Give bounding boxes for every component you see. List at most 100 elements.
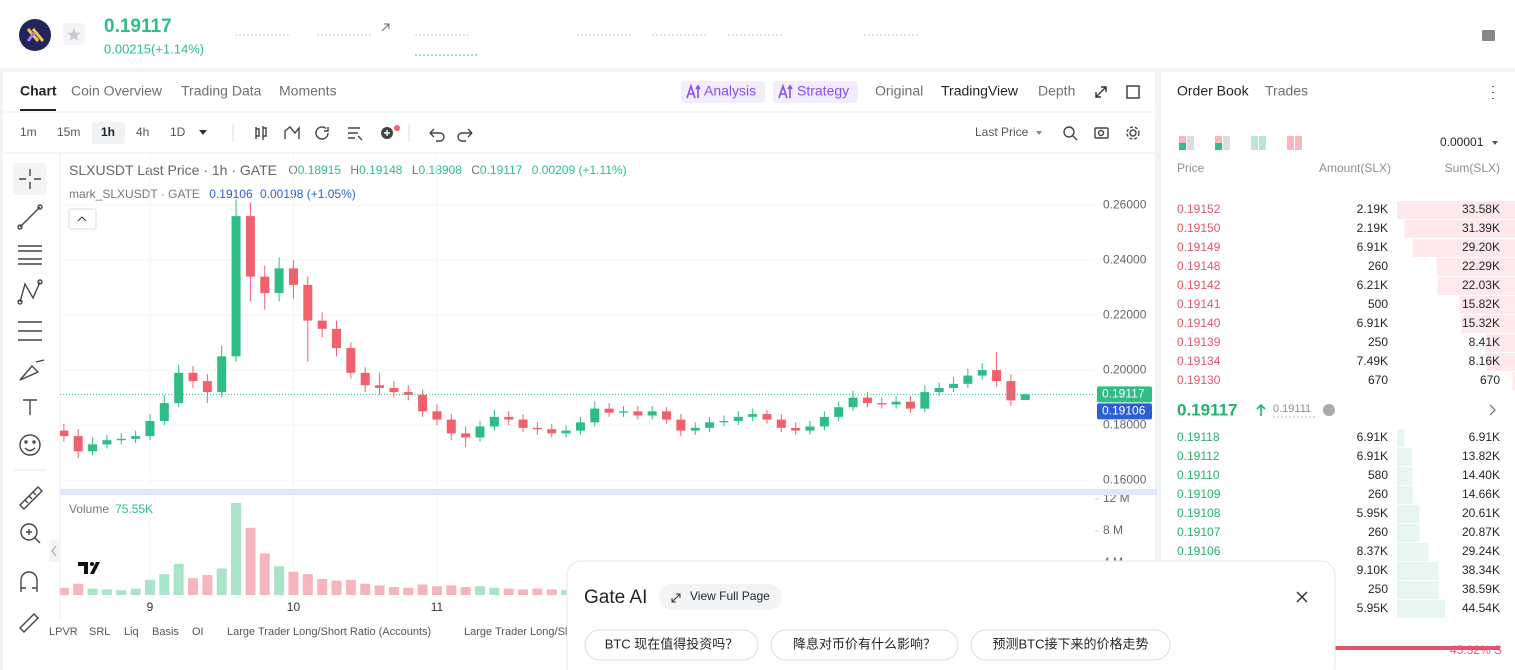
legend-collapse[interactable] <box>68 208 97 230</box>
book-icon[interactable] <box>1482 30 1495 41</box>
candle-body <box>288 268 298 285</box>
precision[interactable]: 0.00001 <box>1440 135 1484 149</box>
price[interactable]: 0.19140 <box>1177 316 1221 330</box>
candle-body <box>934 387 944 393</box>
price[interactable]: 0.19149 <box>1177 240 1221 254</box>
price[interactable]: 0.19118 <box>1177 430 1220 444</box>
prompt-label[interactable]: 降息对币价有什么影响？ <box>793 636 936 651</box>
ratio-bar <box>1335 646 1500 650</box>
fullscreen-button[interactable] <box>1095 86 1107 98</box>
candle-body <box>977 370 987 376</box>
price[interactable]: 0.19109 <box>1177 487 1221 501</box>
price[interactable]: 0.19139 <box>1177 335 1221 349</box>
chart-tab[interactable]: Chart <box>20 83 57 99</box>
strategy-tab[interactable]: Strategy <box>773 81 858 103</box>
amount: 2.19K <box>1357 202 1388 216</box>
interval[interactable]: 4h <box>136 125 149 139</box>
indicator-tab[interactable]: OI <box>192 626 204 638</box>
indicator-tab[interactable]: LPVR <box>49 626 78 638</box>
prompt-button[interactable] <box>970 629 1171 661</box>
volume-bar <box>173 563 184 595</box>
chart-tab[interactable]: Trading Data <box>181 83 262 99</box>
volume-bar <box>489 587 500 595</box>
layout-icon[interactable] <box>1287 136 1294 150</box>
collapse-tab[interactable] <box>49 540 59 562</box>
indicator-tab[interactable]: SRL <box>89 626 110 638</box>
price[interactable]: 0.19112 <box>1177 449 1220 463</box>
view-tab[interactable]: Original <box>875 83 923 99</box>
top-bar <box>0 0 1515 68</box>
interval-dropdown[interactable] <box>199 130 207 135</box>
prompt-button[interactable] <box>770 629 959 661</box>
chevron[interactable] <box>1489 404 1496 416</box>
candle-body <box>131 436 141 439</box>
book-tab[interactable]: Order Book <box>1177 83 1250 99</box>
book-tab[interactable]: Trades <box>1265 83 1308 99</box>
volume-bar <box>417 584 428 595</box>
indicator-tab[interactable]: Large Trader Long/Short Ratio (Accounts) <box>227 626 431 638</box>
amount: 6.91K <box>1357 240 1388 254</box>
bids-depth-bar <box>1397 581 1439 599</box>
favorite-button[interactable] <box>63 23 85 45</box>
view-tab[interactable]: Depth <box>1038 83 1075 99</box>
volume-bar <box>446 585 457 595</box>
mid-price: 0.19117 <box>1177 400 1238 419</box>
indicator-tab[interactable]: Basis <box>152 626 179 638</box>
price[interactable]: 0.19130 <box>1177 373 1221 387</box>
indicator-tab[interactable]: Liq <box>124 626 139 638</box>
volume-bar <box>245 527 256 595</box>
toolbar-icons[interactable] <box>255 126 1140 142</box>
analysis-tab[interactable]: Analysis <box>681 81 765 103</box>
price[interactable]: 0.19150 <box>1177 221 1221 235</box>
view-full-page[interactable]: View Full Page <box>659 584 782 610</box>
view-tab[interactable]: TradingView <box>941 83 1019 99</box>
interval[interactable]: 1m <box>20 125 37 139</box>
interval[interactable]: 1D <box>170 125 186 139</box>
indicator-tab[interactable]: Large Trader Long/Sh <box>464 626 571 638</box>
ratio-label: 45.32% S <box>1450 643 1502 657</box>
amount: 6.91K <box>1357 430 1388 444</box>
bids-depth-bar <box>1397 467 1413 485</box>
price[interactable]: 0.19110 <box>1177 468 1220 482</box>
volume-bar <box>87 588 98 595</box>
price[interactable]: 0.19107 <box>1177 525 1221 539</box>
prompt-label[interactable]: 预测BTC接下来的价格走势 <box>992 636 1148 651</box>
close-button[interactable] <box>1296 591 1308 603</box>
prompt-button[interactable] <box>584 629 759 661</box>
candle-body <box>891 401 901 405</box>
price[interactable]: 0.19148 <box>1177 259 1221 273</box>
candle-body <box>461 433 471 438</box>
mark-value: 0.19106 <box>209 187 253 201</box>
layout-icon[interactable] <box>1251 136 1258 150</box>
chart-tab[interactable]: Moments <box>279 83 337 99</box>
volume-bar <box>216 568 227 595</box>
drawing-tools[interactable] <box>13 163 47 633</box>
candle-body <box>848 397 858 408</box>
prompt-label[interactable]: BTC 现在值得投资吗？ <box>605 636 739 651</box>
candle-body <box>102 440 112 445</box>
layout-icon <box>1223 136 1230 150</box>
volume-bar <box>331 580 342 595</box>
interval[interactable]: 1h <box>101 125 115 139</box>
price[interactable]: 0.19106 <box>1177 544 1221 558</box>
price[interactable]: 0.19152 <box>1177 202 1221 216</box>
candle-body <box>403 392 413 395</box>
amount: 670 <box>1368 373 1388 387</box>
price-type[interactable]: Last Price <box>975 125 1029 139</box>
tradingview-logo <box>78 562 100 574</box>
price[interactable]: 0.19142 <box>1177 278 1221 292</box>
candle-body <box>60 430 69 437</box>
logo[interactable] <box>19 19 51 51</box>
candle-body <box>217 356 227 393</box>
price[interactable]: 0.19141 <box>1177 297 1221 311</box>
candle-body <box>446 419 456 434</box>
price[interactable]: 0.19134 <box>1177 354 1221 368</box>
price[interactable]: 0.19108 <box>1177 506 1221 520</box>
interval[interactable]: 15m <box>57 125 80 139</box>
window-button[interactable] <box>1126 85 1140 99</box>
candle-body <box>920 392 930 409</box>
candle-body <box>862 397 872 404</box>
amount: 5.95K <box>1357 506 1388 520</box>
layout-icon <box>1179 143 1186 150</box>
chart-tab[interactable]: Coin Overview <box>71 83 163 99</box>
